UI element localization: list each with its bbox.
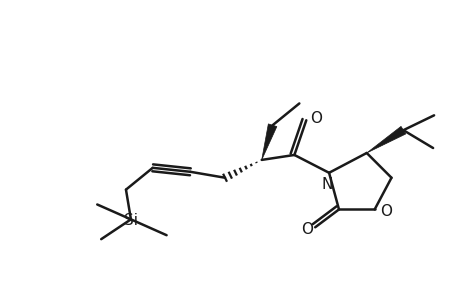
- Text: O: O: [380, 204, 392, 219]
- Text: Si: Si: [123, 213, 138, 228]
- Text: O: O: [301, 222, 313, 237]
- Text: N: N: [321, 177, 332, 192]
- Polygon shape: [366, 126, 405, 153]
- Text: O: O: [309, 111, 321, 126]
- Polygon shape: [261, 124, 276, 160]
